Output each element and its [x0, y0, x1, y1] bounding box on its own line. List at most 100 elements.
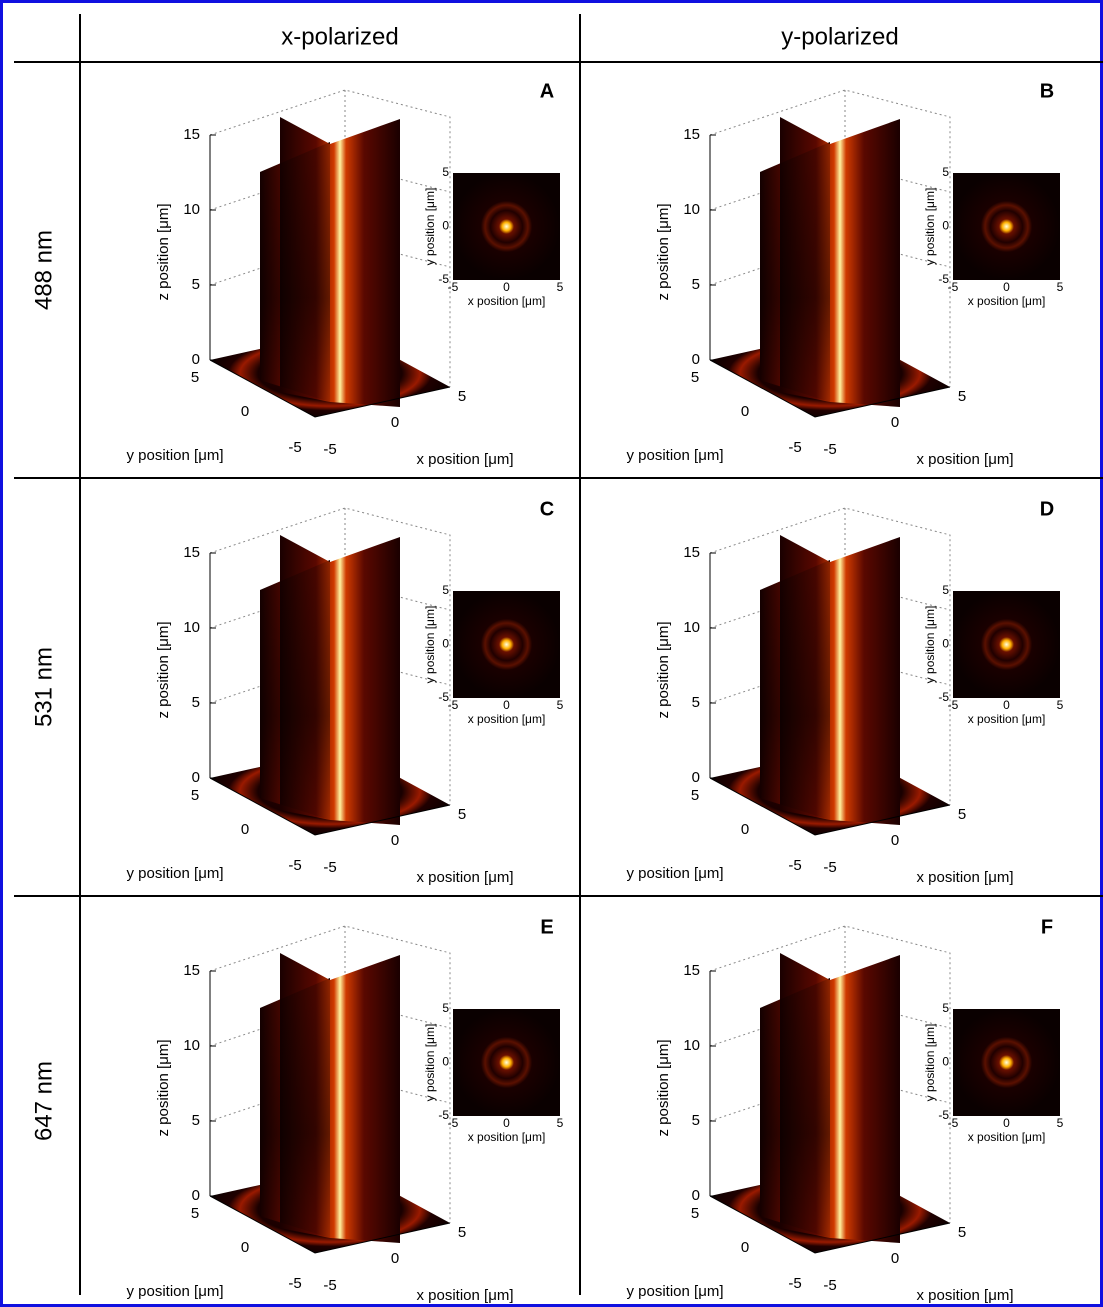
- inset-x-label: x position [μm]: [468, 1130, 546, 1144]
- inset-x-label: x position [μm]: [468, 712, 546, 726]
- y-tick-label: -5: [288, 439, 301, 456]
- y-tick-label: 0: [741, 1239, 749, 1256]
- figure-canvas: x-polarized y-polarized 488 nm 531 nm 64…: [0, 0, 1103, 1307]
- x-tick-label: 0: [891, 414, 899, 431]
- inset-x-tick-label: -5: [448, 280, 459, 294]
- row-header: 647 nm: [30, 1061, 57, 1141]
- inset-x-label: x position [μm]: [468, 294, 546, 308]
- x-label: x position [μm]: [416, 1287, 513, 1304]
- y-tick-label: 0: [741, 821, 749, 838]
- inset-x-tick-label: 5: [1057, 1116, 1064, 1130]
- inset-y-label: y position [μm]: [923, 188, 937, 266]
- row-header: 488 nm: [30, 230, 57, 310]
- x-tick-label: 0: [391, 1250, 399, 1267]
- z-tick-label: 5: [692, 1112, 700, 1129]
- inset-x-label: x position [μm]: [968, 1130, 1046, 1144]
- y-label: y position [μm]: [126, 1283, 223, 1300]
- y-tick-label: 0: [241, 821, 249, 838]
- inset-y-tick-label: 5: [442, 1001, 449, 1015]
- x-label: x position [μm]: [416, 451, 513, 468]
- y-tick-label: 5: [191, 787, 199, 804]
- y-tick-label: 5: [191, 1205, 199, 1222]
- x-tick-label: 0: [391, 414, 399, 431]
- x-label: x position [μm]: [416, 869, 513, 886]
- z-tick-label: 15: [683, 544, 700, 561]
- panel: F051015z position [μm]50-5y position [μm…: [626, 916, 1063, 1304]
- panel-letter: A: [540, 80, 554, 102]
- x-tick-label: 0: [891, 1250, 899, 1267]
- z-label: z position [μm]: [155, 1039, 172, 1136]
- z-tick-label: 0: [192, 351, 200, 368]
- panel: A051015z position [μm]50-5y position [μm…: [126, 80, 563, 468]
- inset-y-label: y position [μm]: [423, 606, 437, 684]
- inset-x-tick-label: -5: [948, 698, 959, 712]
- x-tick-label: 0: [391, 832, 399, 849]
- slice-shade: [760, 978, 830, 1238]
- x-tick-label: -5: [823, 1277, 836, 1294]
- z-tick-label: 10: [183, 1037, 200, 1054]
- slice-shade: [260, 978, 330, 1238]
- slice-shade: [760, 560, 830, 820]
- inset-y-tick-label: 0: [942, 1055, 949, 1069]
- panel-letter: B: [1040, 80, 1054, 102]
- y-tick-label: 5: [691, 369, 699, 386]
- inset-x-tick-label: 5: [1057, 698, 1064, 712]
- x-tick-label: 5: [958, 806, 966, 823]
- inset-y-tick-label: 0: [442, 637, 449, 651]
- inset-image: [953, 591, 1060, 698]
- z-tick-label: 10: [683, 201, 700, 218]
- inset-image: [953, 1009, 1060, 1116]
- x-label: x position [μm]: [916, 1287, 1013, 1304]
- inset-y-label: y position [μm]: [923, 1024, 937, 1102]
- inset-image: [953, 173, 1060, 280]
- inset-x-label: x position [μm]: [968, 294, 1046, 308]
- y-tick-label: 5: [191, 369, 199, 386]
- inset-x-tick-label: 0: [1003, 1116, 1010, 1130]
- row-header: 531 nm: [30, 647, 57, 727]
- y-tick-label: 0: [241, 1239, 249, 1256]
- z-label: z position [μm]: [155, 621, 172, 718]
- slice-shade: [260, 142, 330, 402]
- inset-y-label: y position [μm]: [423, 1024, 437, 1102]
- figure: x-polarized y-polarized 488 nm 531 nm 64…: [0, 0, 1103, 1307]
- inset-x-tick-label: 0: [503, 1116, 510, 1130]
- inset-y-tick-label: 5: [942, 1001, 949, 1015]
- inset-x-tick-label: 0: [503, 280, 510, 294]
- z-label: z position [μm]: [655, 621, 672, 718]
- x-tick-label: -5: [323, 441, 336, 458]
- y-label: y position [μm]: [626, 447, 723, 464]
- y-tick-label: 0: [241, 403, 249, 420]
- inset-x-label: x position [μm]: [968, 712, 1046, 726]
- inset-y-label: y position [μm]: [423, 188, 437, 266]
- z-label: z position [μm]: [655, 203, 672, 300]
- inset-x-tick-label: -5: [448, 698, 459, 712]
- column-header: x-polarized: [281, 23, 398, 50]
- x-tick-label: 5: [958, 388, 966, 405]
- inset-y-tick-label: 5: [442, 583, 449, 597]
- y-tick-label: 0: [741, 403, 749, 420]
- x-label: x position [μm]: [916, 451, 1013, 468]
- z-tick-label: 10: [683, 1037, 700, 1054]
- inset-y-label: y position [μm]: [923, 606, 937, 684]
- z-tick-label: 15: [683, 962, 700, 979]
- y-label: y position [μm]: [126, 865, 223, 882]
- z-tick-label: 5: [192, 1112, 200, 1129]
- x-tick-label: 5: [458, 1224, 466, 1241]
- z-tick-label: 15: [183, 126, 200, 143]
- z-tick-label: 10: [183, 619, 200, 636]
- y-tick-label: -5: [788, 1275, 801, 1292]
- panel-letter: D: [1040, 498, 1054, 520]
- inset-image: [453, 591, 560, 698]
- panel-letter: C: [540, 498, 554, 520]
- x-tick-label: -5: [823, 441, 836, 458]
- z-tick-label: 15: [183, 962, 200, 979]
- inset-x-tick-label: -5: [948, 1116, 959, 1130]
- slice-shade: [260, 560, 330, 820]
- inset-y-tick-label: 5: [942, 165, 949, 179]
- z-tick-label: 0: [192, 1187, 200, 1204]
- z-label: z position [μm]: [655, 1039, 672, 1136]
- slice-shade: [760, 142, 830, 402]
- inset-x-tick-label: 0: [1003, 280, 1010, 294]
- y-tick-label: 5: [691, 787, 699, 804]
